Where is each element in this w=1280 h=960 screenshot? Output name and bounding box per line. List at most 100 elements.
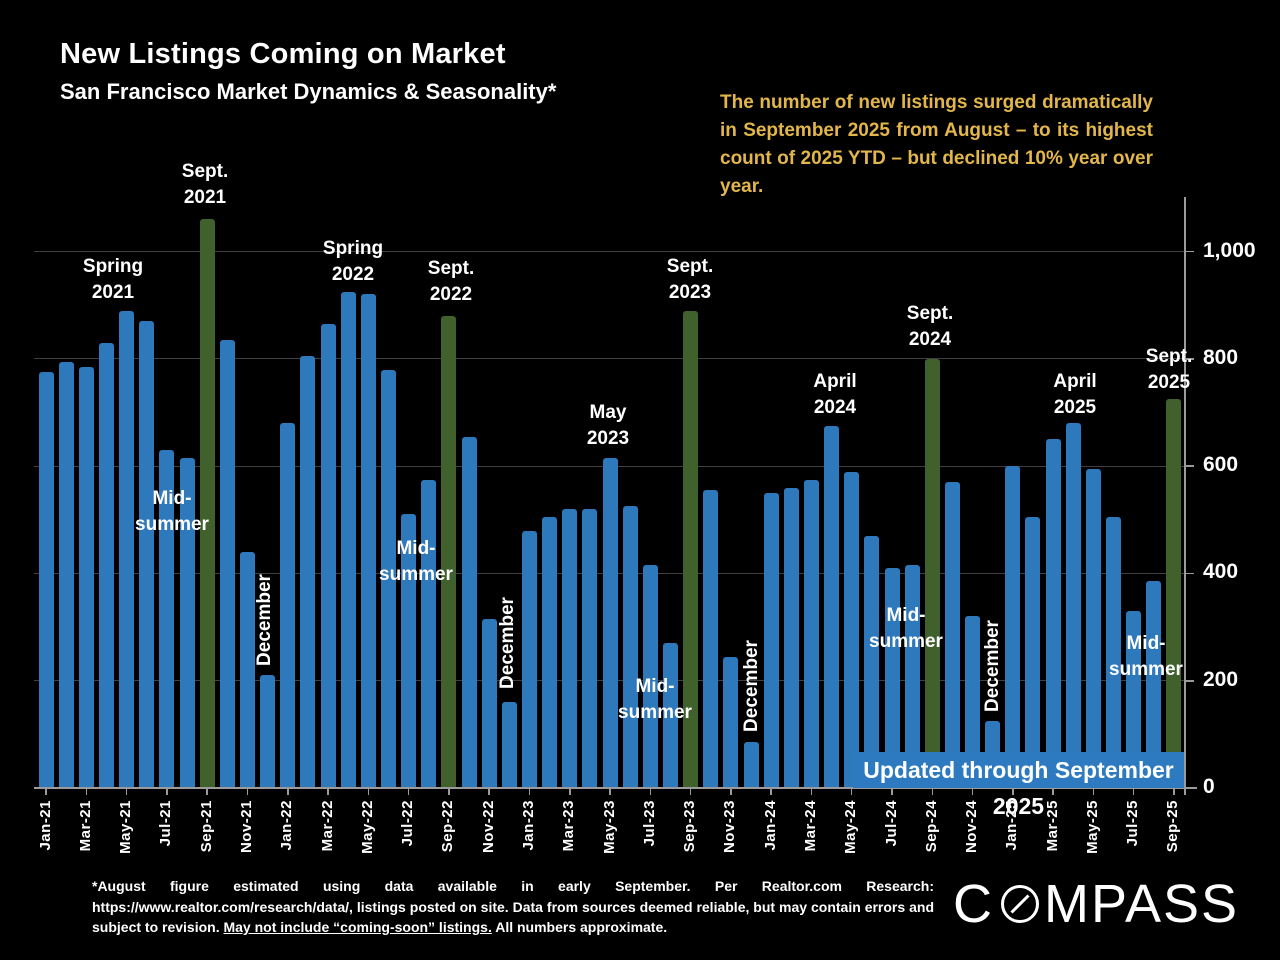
- x-axis-tick: [367, 789, 370, 795]
- x-axis-tick: [125, 789, 128, 795]
- x-axis-tick: [407, 789, 410, 795]
- x-axis-label: Nov-22: [479, 800, 497, 854]
- bar: [743, 742, 759, 788]
- bar: [1005, 466, 1021, 788]
- y-axis-label: 400: [1203, 560, 1239, 584]
- bar: [622, 506, 638, 788]
- y-axis-label: 600: [1203, 453, 1239, 477]
- chart-annotation: Sept. 2023: [600, 254, 780, 306]
- x-axis-label: May-25: [1083, 800, 1101, 854]
- x-axis-tick: [569, 789, 571, 795]
- bar: [119, 310, 135, 788]
- bar: [642, 565, 658, 788]
- bar: [360, 294, 376, 788]
- x-axis-label: Nov-23: [721, 800, 739, 854]
- chart-annotation-line: 2023: [668, 282, 712, 303]
- bar: [1146, 581, 1162, 788]
- y-axis-line: [1184, 197, 1186, 795]
- chart-annotation-line: Sept.: [1145, 346, 1193, 367]
- x-axis-tick: [689, 789, 692, 795]
- bar: [662, 643, 678, 788]
- bar: [78, 366, 94, 788]
- chart-annotation: Sept. 2025: [1079, 344, 1259, 396]
- callout: The number of new listings surged dramat…: [720, 92, 1153, 197]
- chart-annotation-line: 2025: [1147, 372, 1191, 393]
- x-axis-tick: [448, 789, 450, 795]
- chart-annotation: Sept. 2024: [840, 301, 1020, 353]
- x-axis-label: Sep-25: [1164, 800, 1182, 853]
- bar: [501, 702, 517, 788]
- chart-annotation: Spring 2021: [23, 254, 203, 306]
- bar: [1106, 517, 1121, 788]
- bar: [58, 361, 74, 788]
- bar: [280, 423, 296, 788]
- x-axis-tick: [166, 789, 168, 795]
- x-axis-tick: [528, 789, 531, 795]
- x-axis-tick: [931, 789, 933, 795]
- chart-annotation-line: summer: [379, 564, 453, 585]
- update-banner: Updated through September 2025: [853, 752, 1184, 819]
- chart-annotation-line: 2021: [91, 282, 135, 303]
- y-axis-label: 800: [1203, 345, 1239, 369]
- y-axis-label: 0: [1203, 775, 1215, 798]
- x-axis-label: Mar-21: [76, 800, 94, 852]
- chart-annotation-line: Sept.: [906, 303, 954, 324]
- bar: [179, 458, 195, 788]
- chart-annotation-line: 2024: [908, 329, 952, 350]
- chart-annotation-line: Sept.: [181, 161, 229, 182]
- x-axis-tick: [730, 789, 732, 795]
- footnote: *August figure estimated using data avai…: [92, 876, 934, 938]
- x-axis-tick: [206, 789, 208, 795]
- bar: [944, 482, 960, 788]
- bar: [240, 551, 255, 788]
- x-axis-label: Jan-22: [278, 800, 296, 851]
- x-axis-label: Jul-21: [157, 800, 175, 847]
- x-axis-tick: [609, 789, 611, 795]
- compass-o-icon: [1001, 885, 1039, 923]
- chart-annotation: Sept. 2022: [361, 256, 541, 308]
- y-axis-tick: [1184, 465, 1194, 467]
- x-axis-label: Jul-22: [399, 800, 417, 847]
- x-axis-tick: [45, 789, 47, 795]
- x-axis-tick: [649, 789, 651, 795]
- chart-annotation-line: 2021: [183, 187, 227, 208]
- chart-annotation-line: summer: [869, 631, 943, 652]
- x-axis-label: Jan-23: [519, 800, 537, 851]
- bar: [99, 342, 114, 788]
- bar: [219, 340, 235, 788]
- bar: [824, 425, 839, 788]
- x-axis-label: Sep-23: [681, 800, 699, 853]
- chart-annotation: Mid-summer: [816, 603, 996, 655]
- chart-annotation: Mid-summer: [1056, 631, 1236, 683]
- bar: [159, 450, 175, 788]
- chart-annotation-december: December: [982, 620, 1003, 712]
- bar: [481, 619, 497, 788]
- bar: [381, 369, 396, 788]
- logo-letters-mpass: MPASS: [1044, 874, 1240, 934]
- chart-annotation: Mid-summer: [565, 674, 745, 726]
- x-axis-label: Jul-25: [1124, 800, 1142, 847]
- chart-annotation-line: 2022: [429, 284, 473, 305]
- chart-annotation-december: December: [254, 574, 275, 666]
- bar: [340, 291, 356, 788]
- bar: [300, 356, 316, 788]
- x-axis-label: Jan-24: [761, 800, 779, 851]
- bar: [320, 323, 336, 788]
- x-axis-tick: [287, 789, 289, 795]
- x-axis-line: [34, 787, 1197, 789]
- chart-annotation-line: April: [813, 371, 857, 392]
- chart-annotation-line: Mid-: [886, 605, 926, 626]
- chart-annotation-line: summer: [618, 702, 692, 723]
- bar: [582, 509, 598, 788]
- chart-annotation: Mid-summer: [326, 536, 506, 588]
- x-axis-label: May-21: [117, 800, 135, 854]
- chart-annotation-line: Mid-: [1126, 633, 1166, 654]
- x-axis-label: Sep-24: [922, 800, 940, 853]
- x-axis-tick: [850, 789, 853, 795]
- chart-annotation-line: Sept.: [666, 256, 714, 277]
- x-axis-tick: [85, 789, 88, 795]
- chart-annotation-line: 2022: [331, 264, 375, 285]
- logo-letter-c: C: [953, 874, 994, 934]
- bar-september: [199, 219, 215, 788]
